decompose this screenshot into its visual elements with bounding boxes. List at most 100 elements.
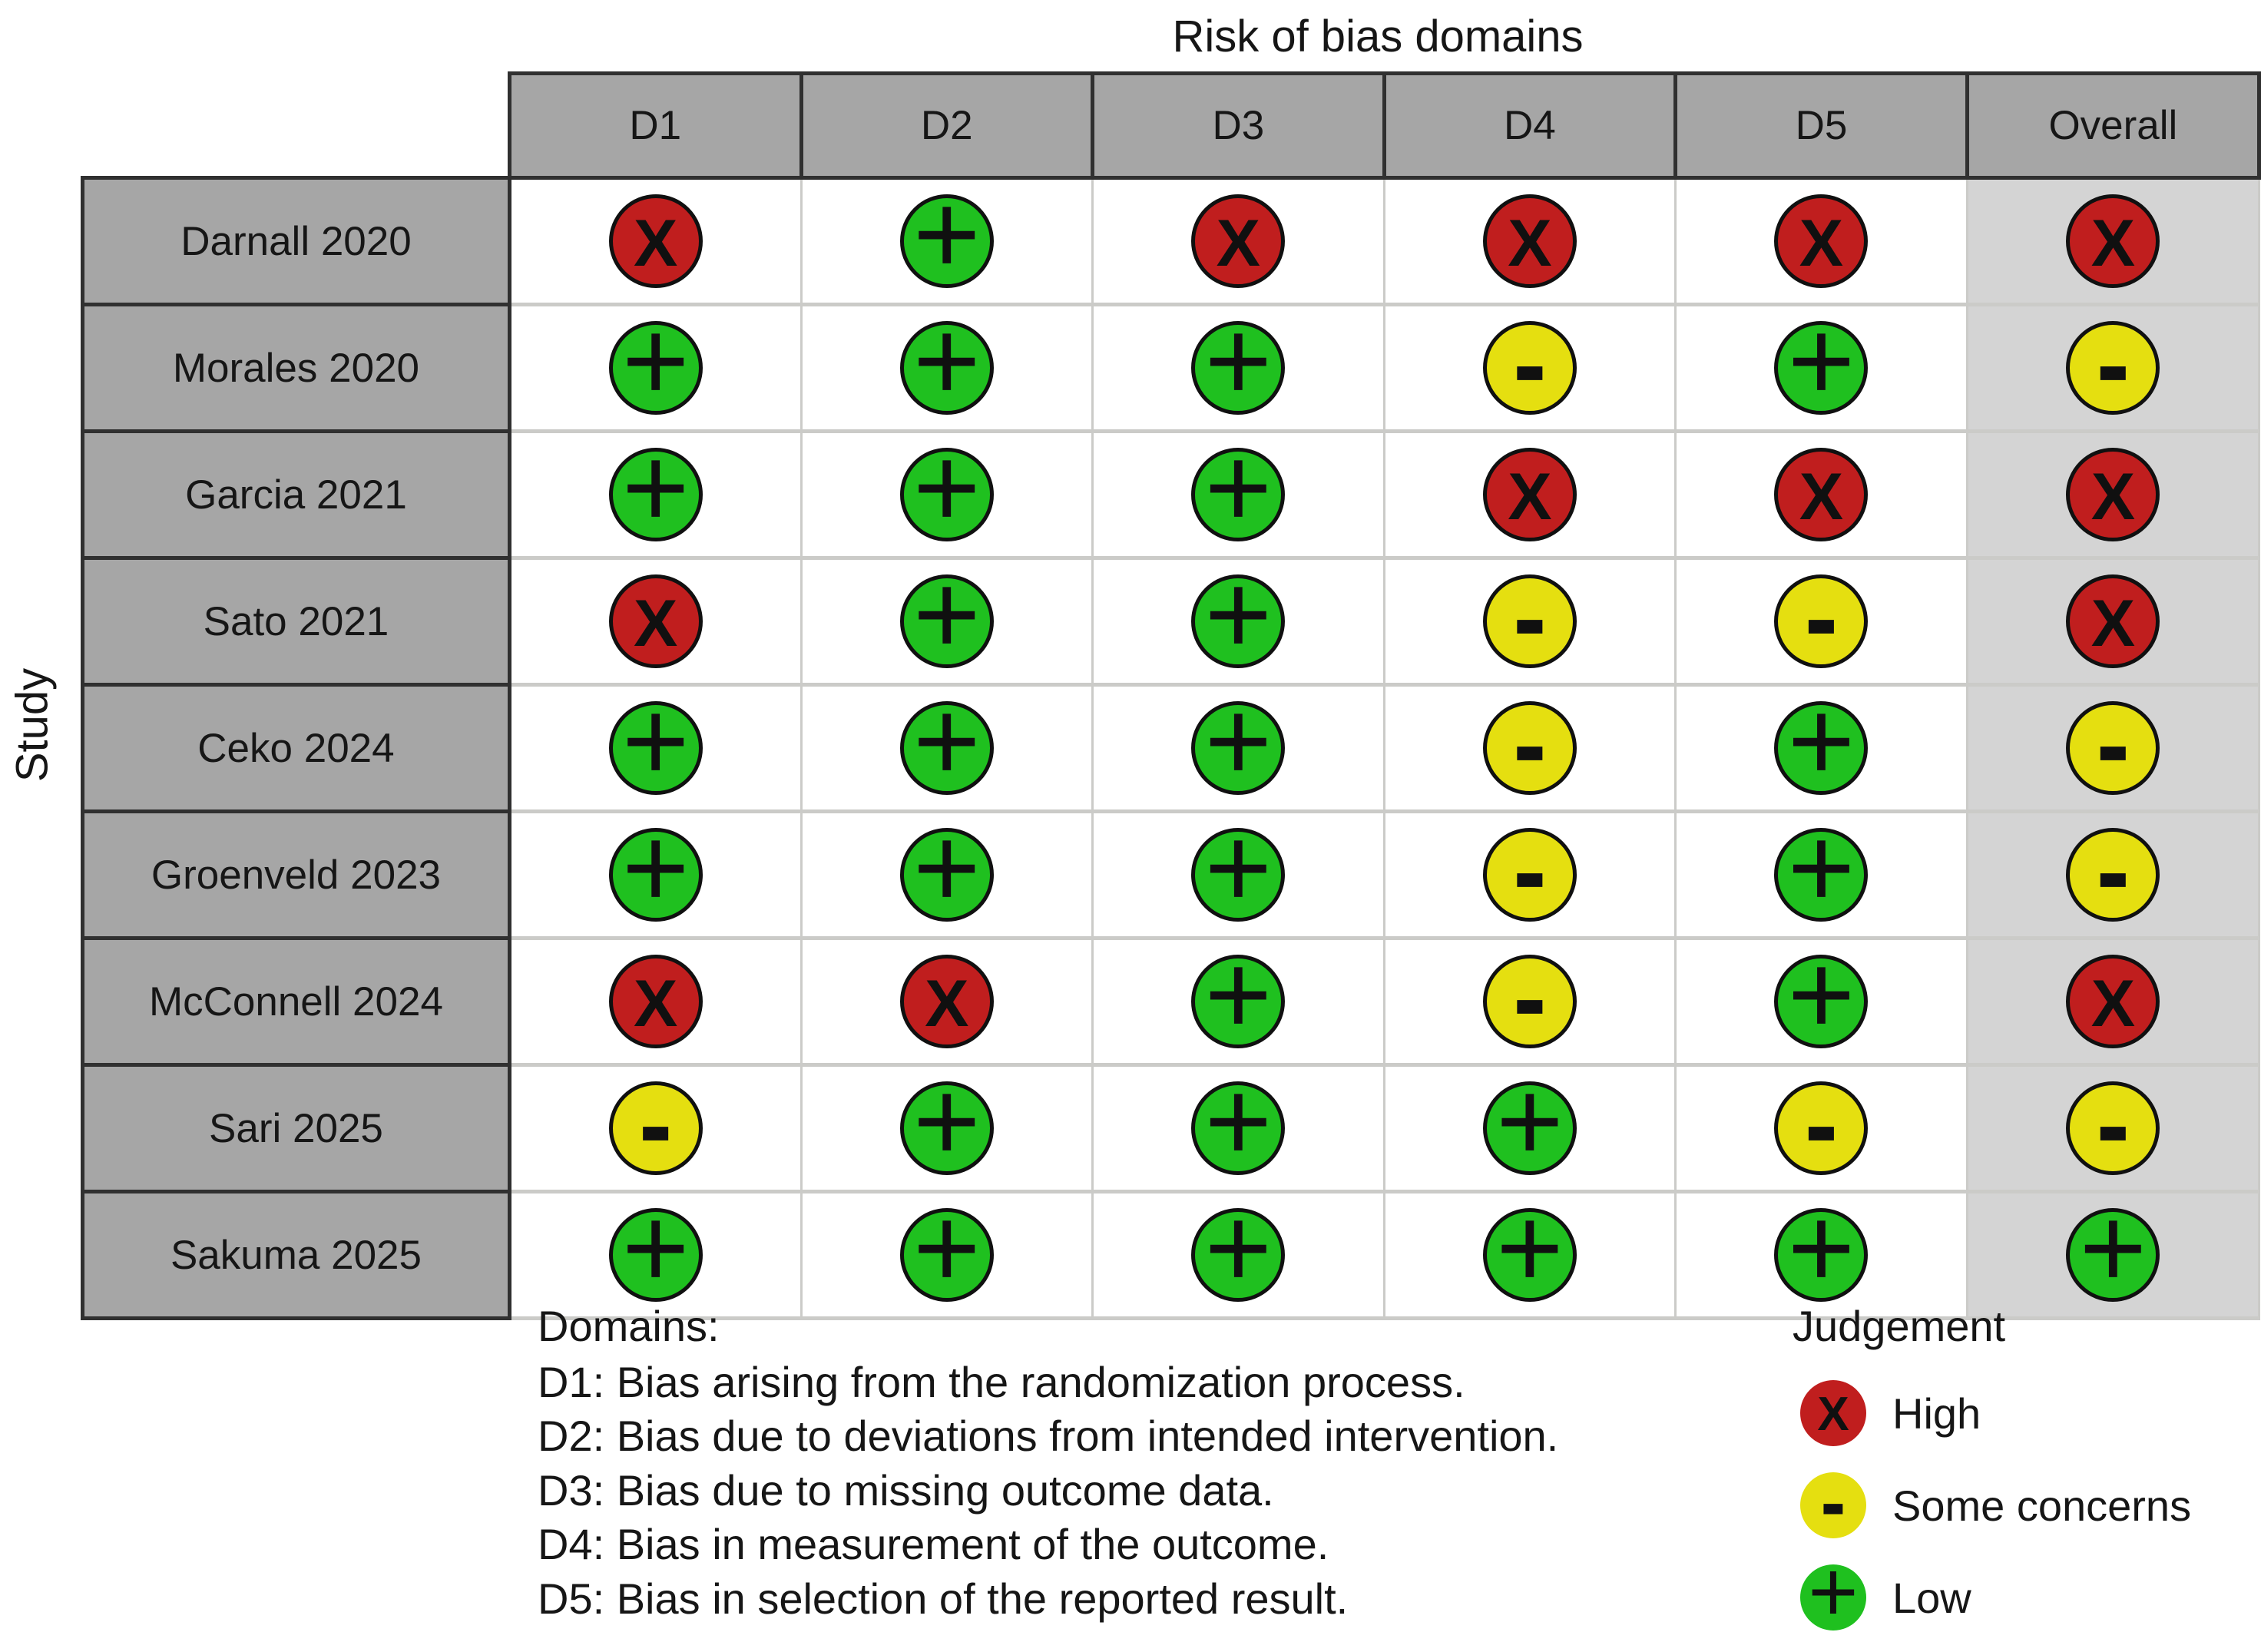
cell-overall: X xyxy=(1965,429,2261,560)
judgement-circle-low: + xyxy=(1191,936,1286,1051)
judgement-legend-label-high: High xyxy=(1892,1389,1981,1438)
judgement-symbol-low: + xyxy=(621,422,690,551)
cell-d1: X xyxy=(508,556,803,687)
judgement-circle-low: + xyxy=(1482,1190,1577,1305)
cell-d2: + xyxy=(799,429,1094,560)
table-row: Sato 2021 X + + - - X xyxy=(81,549,2261,687)
cell-d1: X xyxy=(508,176,803,306)
judgement-symbol-concerns: - xyxy=(2096,679,2130,808)
judgement-circle-concerns: - xyxy=(1482,686,1577,801)
cell-overall: - xyxy=(1965,1063,2261,1193)
legend-circle-low: + xyxy=(1800,1549,1866,1635)
table-row: McConnell 2024 X X + - + X xyxy=(81,932,2261,1067)
judgement-circle-concerns: - xyxy=(1774,1066,1869,1181)
table-row: Darnall 2020 X + X X X X xyxy=(81,176,2261,306)
judgement-circle-low: + xyxy=(608,1190,703,1305)
judgement-symbol-high: X xyxy=(1799,207,1844,280)
judgement-symbol-low: + xyxy=(621,676,690,805)
cell-d4: - xyxy=(1382,303,1677,433)
cell-d3: + xyxy=(1091,1063,1385,1193)
judgement-symbol-low: + xyxy=(1204,549,1273,678)
judgement-circle-concerns: - xyxy=(2066,306,2160,421)
judgement-legend-item-low: + Low xyxy=(1800,1549,2191,1635)
cell-d3: + xyxy=(1091,936,1385,1067)
cell-overall: X xyxy=(1965,556,2261,687)
cell-overall: X xyxy=(1965,936,2261,1067)
judgement-circle-low: + xyxy=(899,1063,994,1178)
cell-d5: + xyxy=(1674,1190,1968,1320)
judgement-symbol-low: + xyxy=(1204,803,1273,932)
cell-d3: + xyxy=(1091,549,1385,687)
judgement-circle-low: + xyxy=(2066,1190,2160,1305)
cell-overall: + xyxy=(1965,1190,2261,1320)
study-axis-label: Study xyxy=(7,667,58,783)
judgement-circle-low: + xyxy=(899,176,994,291)
cell-d5: + xyxy=(1674,303,1968,433)
judgement-symbol-high: X xyxy=(1817,1388,1849,1441)
judgement-symbol-low: + xyxy=(1787,676,1855,805)
judgement-symbol-low: + xyxy=(621,1183,690,1312)
judgement-symbol-low: + xyxy=(912,1183,981,1312)
cell-d2: + xyxy=(799,1063,1094,1193)
study-label: Sakuma 2025 xyxy=(81,1190,511,1320)
judgement-symbol-high: X xyxy=(1799,460,1844,534)
judgement-circle-high: X xyxy=(1482,448,1577,541)
judgement-symbol-low: + xyxy=(1204,676,1273,805)
cell-d1: - xyxy=(508,1063,803,1193)
judgement-circle-high: X xyxy=(608,194,703,288)
rob-table-body: Darnall 2020 X + X X X X Morales 2020 + + + - + - Garc… xyxy=(81,176,2261,1320)
cell-d2: + xyxy=(799,176,1094,306)
judgement-symbol-concerns: - xyxy=(1513,932,1547,1061)
cell-d2: + xyxy=(799,809,1094,940)
judgement-circle-low: + xyxy=(1191,809,1286,925)
judgement-circle-low: + xyxy=(1191,1063,1286,1178)
cell-overall: - xyxy=(1965,303,2261,433)
header-row: D1 D2 D3 D4 D5 Overall xyxy=(83,71,2261,180)
judgement-circle-low: + xyxy=(1774,936,1869,1051)
judgement-circle-low: + xyxy=(608,429,703,545)
cell-d1: + xyxy=(508,303,803,433)
column-header-d1: D1 xyxy=(507,71,803,180)
domain-definition: D1: Bias arising from the randomization … xyxy=(538,1357,1465,1406)
judgement-symbol-high: X xyxy=(1216,207,1261,280)
judgement-symbol-low: + xyxy=(912,1056,981,1185)
figure-title: Risk of bias domains xyxy=(1172,12,1584,61)
judgement-symbol-low: + xyxy=(1787,929,1855,1058)
cell-d4: - xyxy=(1382,556,1677,687)
judgement-symbol-low: + xyxy=(1496,1056,1564,1185)
study-label: Darnall 2020 xyxy=(81,176,511,306)
cell-d4: + xyxy=(1382,1056,1677,1193)
judgement-symbol-low: + xyxy=(1496,1183,1564,1312)
judgement-symbol-low: + xyxy=(912,549,981,678)
column-header-d5: D5 xyxy=(1673,71,1969,180)
judgement-symbol-high: X xyxy=(2091,460,2136,534)
cell-d5: + xyxy=(1674,676,1968,813)
study-label: Morales 2020 xyxy=(81,303,511,433)
cell-d5: - xyxy=(1674,1063,1968,1193)
judgement-circle-low: + xyxy=(899,683,994,798)
cell-d2: + xyxy=(799,549,1094,687)
judgement-legend-title: Judgement xyxy=(1793,1302,2006,1350)
cell-d5: X xyxy=(1674,176,1968,306)
study-label: Ceko 2024 xyxy=(81,683,511,813)
judgement-circle-low: + xyxy=(1774,1190,1869,1305)
table-row: Groenveld 2023 + + + - + - xyxy=(81,803,2261,940)
judgement-circle-low: + xyxy=(899,429,994,545)
judgement-symbol-concerns: - xyxy=(1513,806,1547,935)
judgement-circle-high: X xyxy=(2066,574,2160,668)
cell-overall: - xyxy=(1965,679,2261,813)
cell-d1: X xyxy=(508,936,803,1067)
judgement-symbol-low: + xyxy=(2079,1183,2147,1312)
judgement-circle-concerns: - xyxy=(2066,1066,2160,1181)
judgement-circle-concerns: - xyxy=(1482,306,1577,421)
cell-d5: - xyxy=(1674,556,1968,687)
judgement-symbol-low: + xyxy=(1787,803,1855,932)
judgement-symbol-high: X xyxy=(634,967,678,1041)
judgement-legend: Judgement X High - Some concerns + Low xyxy=(1791,1301,2191,1635)
table-row: Sakuma 2025 + + + + + + xyxy=(81,1190,2261,1320)
judgement-symbol-concerns: - xyxy=(1820,1452,1846,1551)
judgement-symbol-concerns: - xyxy=(2096,806,2130,935)
judgement-circle-low: + xyxy=(899,1190,994,1305)
cell-d3: + xyxy=(1091,676,1385,813)
judgement-circle-low: + xyxy=(608,303,703,418)
